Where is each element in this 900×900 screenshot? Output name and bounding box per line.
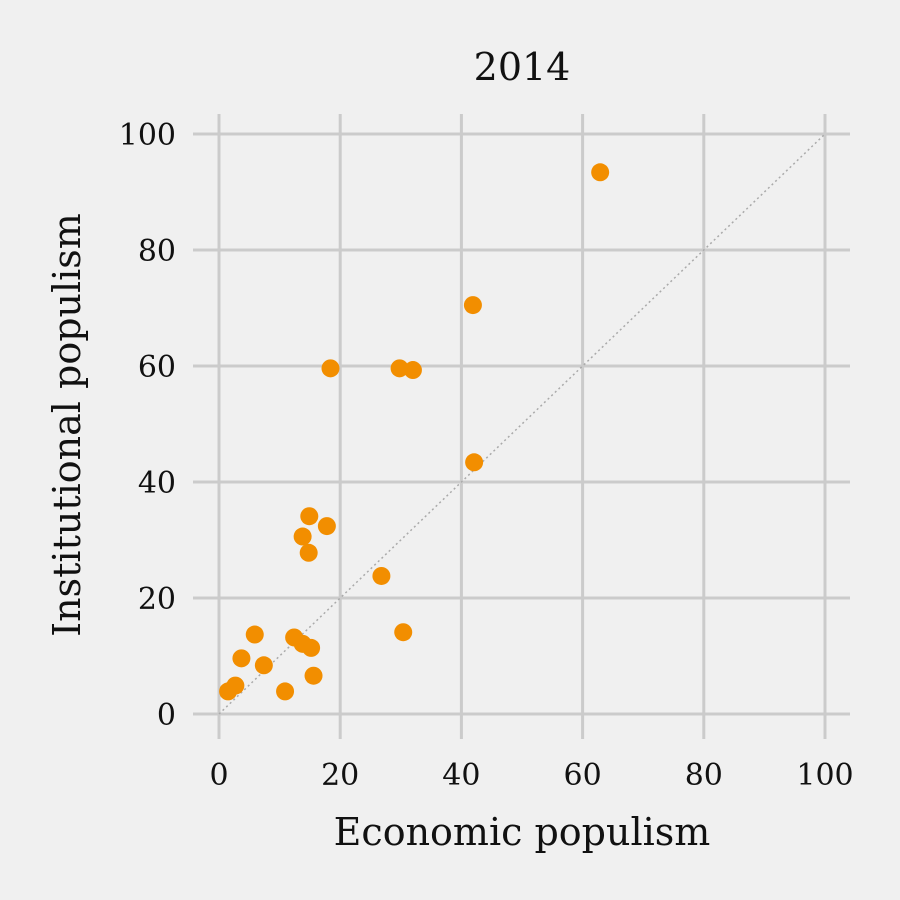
data-point	[403, 361, 422, 380]
x-axis-title: Economic populism	[334, 810, 711, 854]
data-point	[299, 543, 318, 562]
reference-diagonal-line	[218, 133, 826, 715]
data-point	[302, 638, 321, 657]
y-axis-title: Institutional populism	[45, 213, 89, 637]
data-point	[394, 623, 413, 642]
data-points	[219, 163, 610, 701]
x-tick-label: 20	[321, 758, 359, 793]
y-tick-label: 60	[138, 350, 176, 385]
data-point	[304, 666, 323, 685]
data-point	[293, 527, 312, 546]
data-point	[317, 517, 336, 536]
grid-lines	[193, 114, 850, 739]
data-point	[390, 359, 409, 378]
data-point	[300, 507, 319, 526]
x-tick-label: 60	[564, 758, 602, 793]
y-tick-label: 80	[138, 234, 176, 269]
y-tick-label: 40	[138, 466, 176, 501]
x-axis-ticks: 0 20 40 60 80 100	[209, 758, 853, 793]
y-tick-label: 100	[119, 118, 176, 153]
x-tick-label: 80	[685, 758, 723, 793]
x-tick-label: 0	[209, 758, 228, 793]
x-tick-label: 40	[442, 758, 480, 793]
data-point	[232, 649, 251, 668]
x-tick-label: 100	[796, 758, 853, 793]
y-tick-label: 20	[138, 582, 176, 617]
data-point	[219, 682, 238, 701]
y-tick-label: 0	[157, 698, 176, 733]
data-point	[463, 296, 482, 315]
data-point	[321, 359, 340, 378]
data-point	[254, 656, 273, 675]
data-point	[591, 163, 610, 182]
data-point	[465, 453, 484, 472]
data-point	[372, 566, 391, 585]
chart-title: 2014	[474, 45, 571, 89]
data-point	[245, 625, 264, 644]
data-point	[276, 682, 295, 701]
y-axis-ticks: 0 20 40 60 80 100	[119, 118, 176, 733]
